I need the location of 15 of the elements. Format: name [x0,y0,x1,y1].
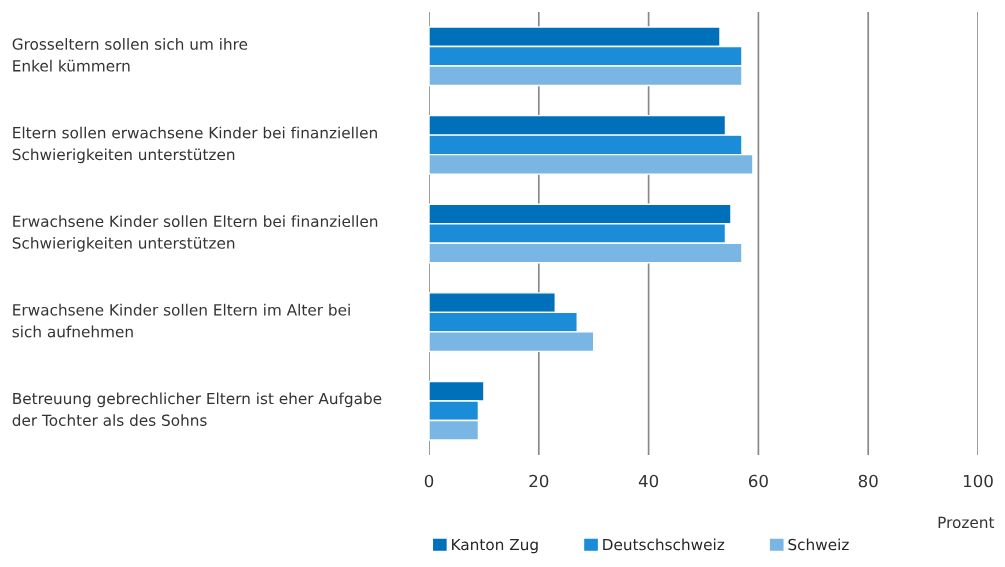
x-axis-title: Prozent [938,516,995,529]
x-tick-label: 40 [638,474,659,488]
legend-label: Schweiz [788,538,849,551]
y-tick-label: Betreuung gebrechlicher Eltern ist eher Aufgabe der Tochter als des Sohns [12,392,382,427]
legend-label: Deutschschweiz [603,538,725,551]
y-tick-label: Erwachsene Kinder sollen Eltern bei finanziellen Schwierigkeiten unterstützen [12,215,378,252]
legend-label: Kanton Zug [452,538,538,554]
x-tick-label: 60 [748,474,768,488]
x-tick-label: 20 [529,474,549,488]
y-tick-label: Grosseltern sollen sich um ihre Enkel kümmern [12,38,248,72]
x-tick-label: 100 [963,474,993,488]
y-tick-label: Eltern sollen erwachsene Kinder bei finanziellen Schwierigkeiten unterstützen [12,126,377,164]
x-tick-label: 0 [424,474,434,488]
x-tick-label: 80 [858,474,878,488]
y-tick-label: Erwachsene Kinder sollen Eltern im Alter bei sich aufnehmen [12,303,350,338]
